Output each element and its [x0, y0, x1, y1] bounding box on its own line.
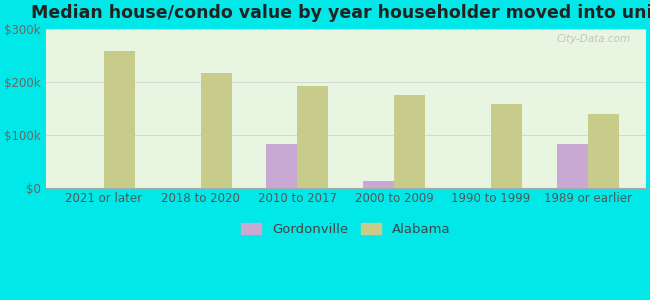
- Bar: [491, 104, 522, 188]
- Bar: [104, 51, 135, 188]
- Bar: [266, 144, 297, 188]
- Bar: [556, 144, 588, 188]
- Bar: [297, 86, 328, 188]
- Bar: [363, 181, 394, 188]
- Bar: [394, 95, 425, 188]
- Legend: Gordonville, Alabama: Gordonville, Alabama: [236, 218, 456, 241]
- Bar: [588, 114, 619, 188]
- Bar: [201, 73, 231, 188]
- Title: Median house/condo value by year householder moved into unit: Median house/condo value by year househo…: [31, 4, 650, 22]
- Text: City-Data.com: City-Data.com: [556, 34, 631, 44]
